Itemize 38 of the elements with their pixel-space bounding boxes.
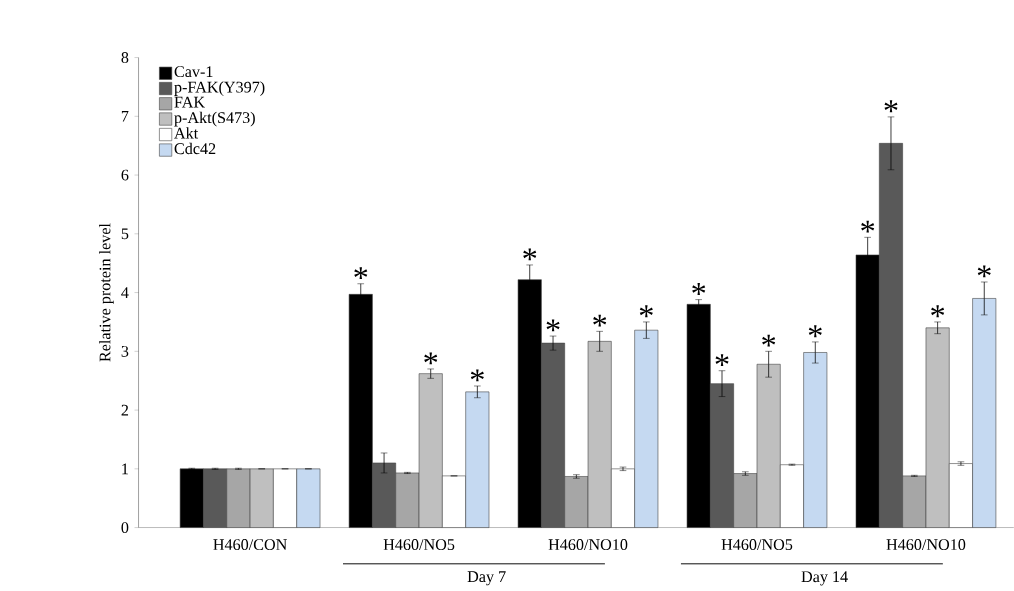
- legend-label: Akt: [174, 127, 199, 139]
- x-tick-label: H460/CON: [213, 539, 287, 551]
- data-label: *: [762, 334, 776, 347]
- y-axis-title: Relative protein level: [99, 223, 114, 362]
- data-label: *: [977, 265, 991, 278]
- y-tick-label: 0: [121, 522, 129, 534]
- data-label: *: [931, 305, 945, 318]
- y-tick-label: 3: [121, 345, 129, 357]
- y-tick-label: 8: [121, 52, 129, 64]
- legend-label: p-Akt(S473): [174, 111, 255, 127]
- data-label: *: [861, 220, 875, 233]
- y-tick-label: 1: [122, 463, 128, 475]
- data-label: *: [424, 352, 438, 365]
- x-tick-label: H460/NO5: [721, 539, 793, 551]
- legend-label: p-FAK(Y397): [174, 81, 265, 96]
- data-label: *: [715, 354, 729, 367]
- y-tick-label: 4: [121, 287, 129, 298]
- x-tick-label: H460/NO10: [886, 539, 966, 551]
- y-tick-label: 7: [121, 111, 129, 122]
- text: Day 7: [467, 571, 506, 586]
- y-tick-label: 2: [121, 404, 129, 416]
- data-label: *: [470, 369, 484, 382]
- data-label: *: [692, 283, 706, 295]
- x-tick-label: H460/NO10: [548, 539, 628, 551]
- y-tick-label: 6: [121, 169, 129, 181]
- legend-label: Cdc42: [174, 142, 216, 155]
- data-label: *: [593, 314, 607, 327]
- x-tick-label: H460/NO5: [383, 539, 455, 551]
- data-label: *: [639, 305, 653, 318]
- data-label: *: [546, 319, 560, 332]
- data-label: *: [884, 100, 898, 113]
- data-label: *: [354, 267, 368, 280]
- text: Day 14: [801, 571, 848, 586]
- y-tick-label: 5: [121, 228, 129, 240]
- data-label: *: [523, 248, 537, 261]
- legend-label: FAK: [174, 96, 205, 108]
- data-label: *: [808, 325, 822, 338]
- legend-label: Cav-1: [174, 66, 213, 78]
